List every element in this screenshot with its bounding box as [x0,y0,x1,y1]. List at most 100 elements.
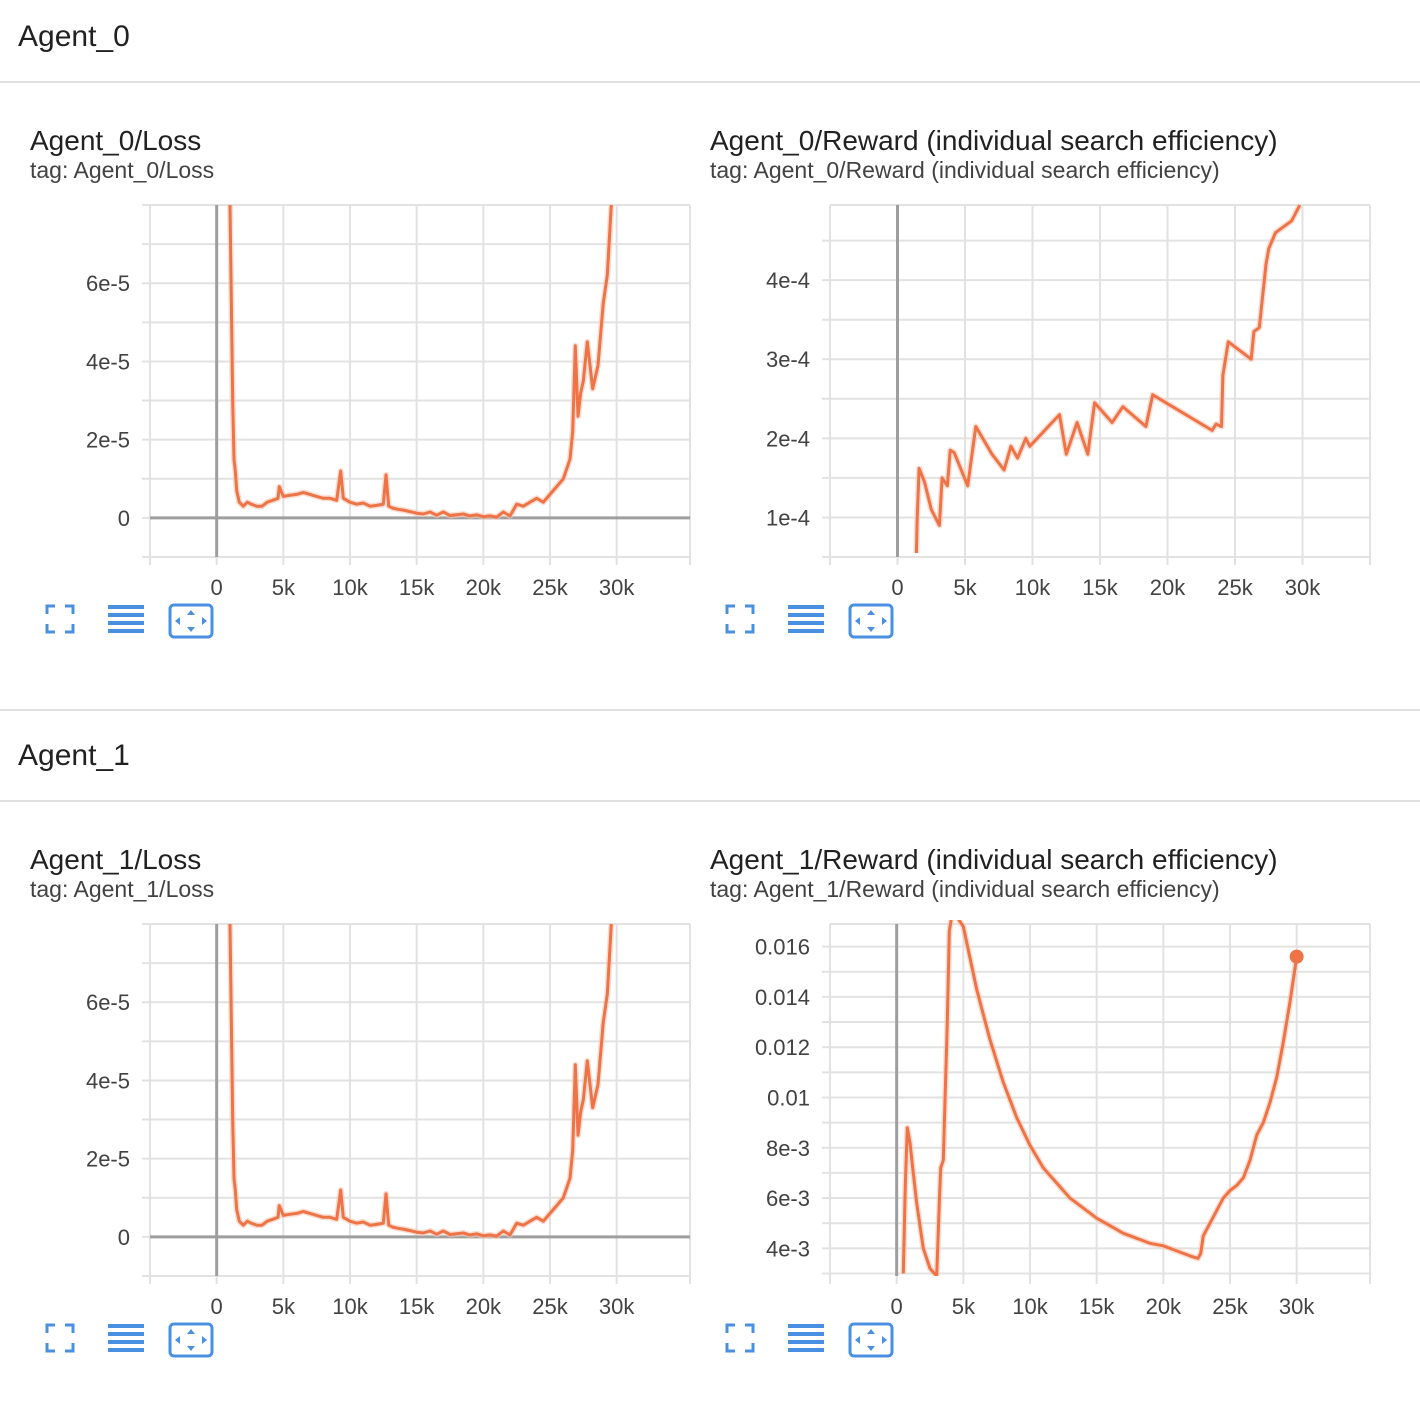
fullscreen-icon [45,1323,75,1353]
x-tick-label: 20k [1146,1294,1182,1319]
chart-agent-0-reward[interactable]: 0 5k 10k 15k 20k 25k 30k 1e-4 2e-4 3e-4 4e-4 [710,195,1380,605]
fit-domain-icon [848,603,894,639]
fit-domain-button[interactable] [168,1322,214,1363]
fullscreen-icon [725,604,755,634]
y-tick-label: 0.016 [755,935,810,960]
fullscreen-icon [45,604,75,634]
series-line-raw [900,920,1300,1276]
y-tick-label: 2e-5 [86,428,130,453]
fit-domain-button[interactable] [848,603,894,644]
chart-title: Agent_0/Reward (individual search effici… [710,125,1278,156]
x-tick-label: 30k [599,1294,635,1319]
series-line [901,920,1299,1276]
section-divider [0,709,1420,711]
section-divider [0,800,1420,802]
y-tick-label: 3e-4 [766,347,810,372]
section-divider [0,81,1420,83]
y-tick-label: 1e-4 [766,505,810,530]
chart-agent-1-reward[interactable]: 0 5k 10k 15k 20k 25k 30k 4e-3 6e-3 8e-3 0.01 0.012 0… [710,914,1380,1324]
section-title-agent-0[interactable]: Agent_0 [18,20,130,53]
fit-domain-button[interactable] [848,1322,894,1363]
series-line [228,923,613,1238]
data-table-button[interactable] [106,603,146,640]
series-line [228,204,613,519]
x-tick-label: 20k [466,1294,502,1319]
chart-tag: tag: Agent_1/Loss [30,876,215,902]
x-tick-label: 10k [332,575,368,600]
fit-domain-icon [168,603,214,639]
data-table-icon [788,605,824,633]
data-table-icon [108,605,144,633]
fullscreen-icon [725,1323,755,1353]
x-tick-label: 0 [891,575,903,600]
y-tick-label: 6e-5 [86,271,130,296]
y-tick-label: 4e-3 [766,1236,810,1261]
x-tick-label: 0 [211,575,223,600]
y-tick-label: 0.014 [755,985,810,1010]
x-tick-label: 20k [1150,575,1186,600]
x-tick-label: 25k [1217,575,1253,600]
chart-tag: tag: Agent_0/Loss [30,157,215,183]
x-tick-label: 0 [211,1294,223,1319]
chart-card-agent-0-loss: Agent_0/Loss tag: Agent_0/Loss 0 5k 10k 15k… [30,125,730,685]
fullscreen-button[interactable] [724,603,756,640]
y-tick-label: 8e-3 [766,1136,810,1161]
x-tick-label: 30k [1285,575,1321,600]
x-tick-label: 30k [1279,1294,1315,1319]
y-tick-label: 0.012 [755,1035,810,1060]
chart-title: Agent_0/Loss [30,125,202,156]
x-tick-label: 5k [953,575,977,600]
chart-card-agent-0-reward: Agent_0/Reward (individual search effici… [710,125,1410,685]
x-tick-label: 30k [599,575,635,600]
data-table-button[interactable] [786,1322,826,1359]
x-tick-label: 0 [891,1294,903,1319]
fit-domain-icon [848,1322,894,1358]
x-tick-label: 10k [332,1294,368,1319]
y-tick-label: 6e-3 [766,1186,810,1211]
x-tick-label: 5k [272,1294,296,1319]
y-tick-label: 0 [118,506,130,531]
x-tick-label: 25k [532,1294,568,1319]
x-tick-label: 25k [532,575,568,600]
chart-card-agent-1-reward: Agent_1/Reward (individual search effici… [710,844,1410,1404]
data-table-icon [788,1324,824,1352]
chart-card-agent-1-loss: Agent_1/Loss tag: Agent_1/Loss 0 5k 10k 15k… [30,844,730,1404]
fit-domain-button[interactable] [168,603,214,644]
chart-title: Agent_1/Reward (individual search effici… [710,844,1278,875]
y-tick-label: 6e-5 [86,990,130,1015]
chart-tag: tag: Agent_1/Reward (individual search e… [710,876,1220,902]
fit-domain-icon [168,1322,214,1358]
x-tick-label: 20k [466,575,502,600]
data-table-button[interactable] [106,1322,146,1359]
chart-agent-0-loss[interactable]: 0 5k 10k 15k 20k 25k 30k 0 2e-5 4e-5 6e-5 [30,195,700,605]
x-tick-label: 5k [952,1294,976,1319]
y-tick-label: 0 [118,1225,130,1250]
grid [822,923,1371,1284]
x-tick-label: 15k [399,1294,435,1319]
chart-agent-1-loss[interactable]: 0 5k 10k 15k 20k 25k 30k 0 2e-5 4e-5 6e-5 [30,914,700,1324]
y-tick-label: 4e-5 [86,349,130,374]
x-tick-label: 15k [1079,1294,1115,1319]
x-tick-label: 5k [272,575,296,600]
grid [822,204,1371,565]
x-tick-label: 10k [1012,1294,1048,1319]
fullscreen-button[interactable] [44,1322,76,1359]
chart-title: Agent_1/Loss [30,844,202,875]
chart-tag: tag: Agent_0/Reward (individual search e… [710,157,1220,183]
y-tick-label: 2e-5 [86,1147,130,1172]
x-tick-label: 15k [1082,575,1118,600]
y-tick-label: 4e-5 [86,1068,130,1093]
fullscreen-button[interactable] [724,1322,756,1359]
y-tick-label: 4e-4 [766,268,810,293]
data-table-button[interactable] [786,603,826,640]
x-tick-label: 10k [1015,575,1051,600]
x-tick-label: 15k [399,575,435,600]
fullscreen-button[interactable] [44,603,76,640]
series-end-marker [1289,949,1304,964]
series-line-raw [913,203,1303,554]
section-title-agent-1[interactable]: Agent_1 [18,739,130,772]
x-tick-label: 25k [1212,1294,1248,1319]
series-line [914,204,1302,554]
data-table-icon [108,1324,144,1352]
y-tick-label: 2e-4 [766,426,810,451]
